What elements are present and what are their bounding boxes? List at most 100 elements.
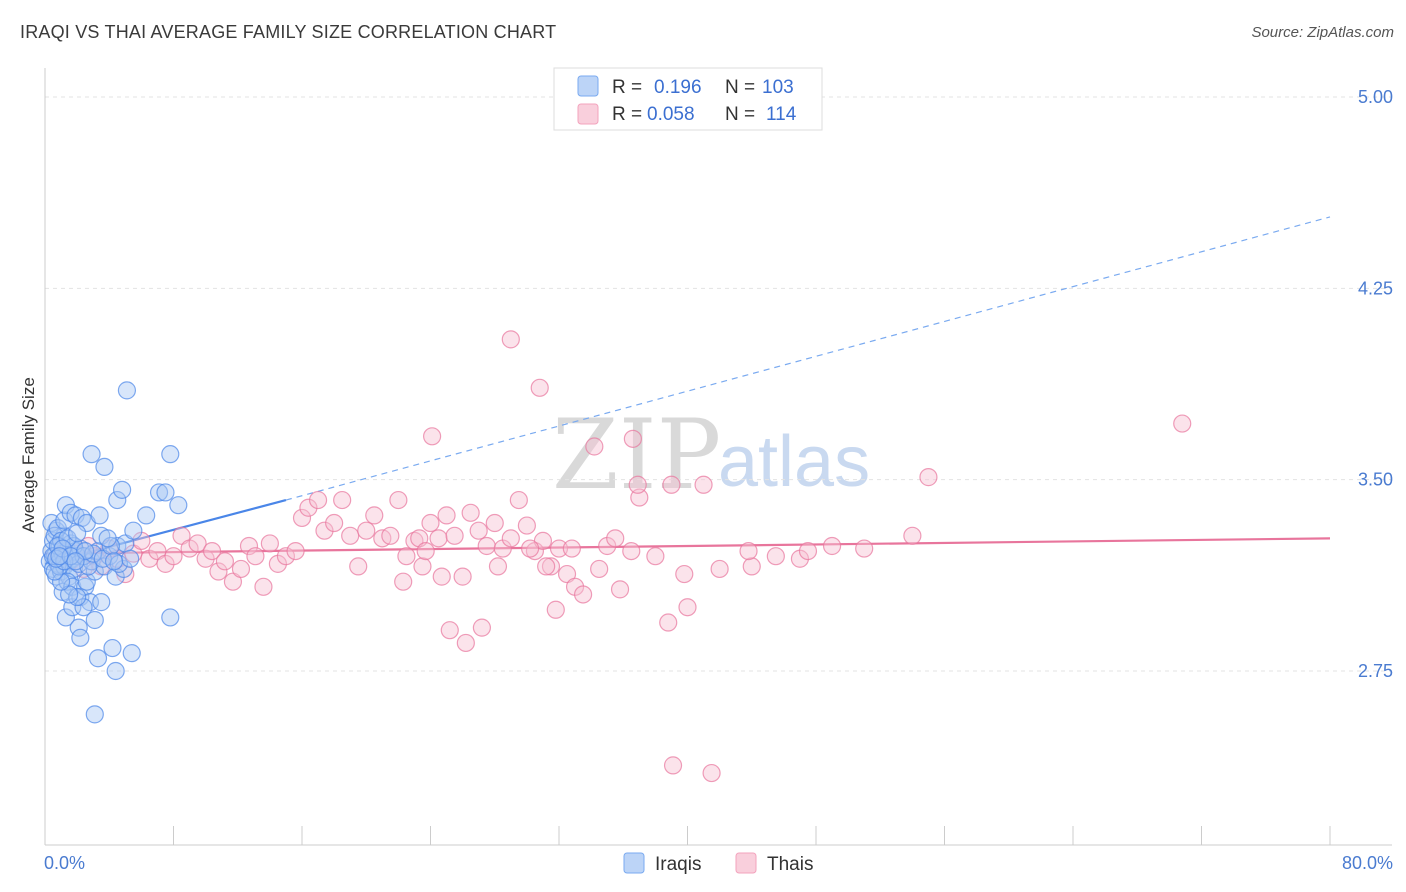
thais-point [798,541,818,561]
thais-point [389,490,408,510]
thais-point [394,572,413,591]
thais-point [286,541,305,561]
thais-point [260,534,279,553]
thais-point [325,513,344,533]
legend-n-label-2: N = [725,104,755,125]
thais-point [333,490,352,510]
iraqis-point [71,628,90,647]
iraqis-point [98,529,117,548]
thais-point [421,513,440,533]
iraqis-point [104,552,124,571]
legend-n-label-1: N = [725,77,755,98]
iraqis-point [47,549,66,568]
thais-point [623,429,642,448]
iraqis-point [88,649,108,668]
thais-point [477,536,496,556]
thais-point [610,580,630,599]
legend-swatch-iraqis [577,75,599,97]
iraqis-point [85,705,104,724]
iraqis-point [68,524,87,543]
iraqis-point [137,506,156,525]
legend-box [553,67,823,131]
iraqis-point [121,549,140,568]
watermark-zip: ZIP [552,399,721,511]
thais-point [164,547,183,566]
thais-point [397,547,416,566]
legend-top: R = 0.196 N = 103 R = 0.058 N = 114 [553,67,823,131]
thais-point [622,541,641,561]
thais-point [549,539,569,558]
thais-point [694,475,713,494]
iraqis-point [149,483,169,502]
thais-point [308,490,328,510]
legend-r-value-1: 0.196 [654,77,702,98]
source-label: Source: ZipAtlas.com [1251,24,1394,41]
iraqis-point [61,503,80,522]
legend-r-label-1: R = [612,77,642,98]
legend-r-label-2: R = [612,104,642,125]
thais-point [239,536,259,556]
thais-point [423,427,442,446]
thais-point [646,547,665,566]
thais-point [357,521,376,540]
iraqis-point [50,547,69,566]
thais-point [445,526,464,545]
thais-point [678,598,697,617]
iraqis-points [40,381,188,724]
thais-point [381,526,400,545]
thais-point [413,557,432,576]
thais-point [440,621,459,640]
iraqis-point [56,608,75,627]
iraqis-point [95,457,114,477]
thais-point [903,526,922,545]
iraqis-point [109,554,128,573]
iraqis-point [66,552,85,571]
iraqis-trend-extension [285,216,1331,501]
trend-lines [44,216,1331,565]
thais-point [488,557,508,576]
iraqis-point [103,638,122,658]
thais-point [663,756,683,775]
legend-bottom: Iraqis Thais [623,852,813,875]
thais-point [546,600,565,619]
iraqis-point [156,483,175,502]
thais-point [590,559,609,579]
thais-point [453,567,472,586]
iraqis-point [51,572,71,591]
bottom-legend-thais: Thais [767,854,813,875]
iraqis-point [95,557,114,576]
thais-point [766,547,785,566]
grid [45,96,1392,672]
thais-point [541,557,561,576]
thais-trend-line [44,537,1331,555]
iraqis-point [169,496,188,515]
y-tick-label: 2.75 [1358,661,1393,681]
thais-point [501,529,520,548]
iraqis-point [74,598,93,617]
legend-n-value-2: 114 [766,104,797,125]
thais-point [456,633,475,653]
thais-point [469,521,488,540]
y-tick-label: 4.25 [1358,278,1393,298]
thais-point [315,521,334,540]
thais-point [662,475,681,494]
iraqis-point [122,644,141,663]
thais-point [437,506,456,525]
thais-point [573,585,593,604]
legend-r-value-2: 0.058 [647,104,695,125]
thais-point [675,564,694,584]
thais-point [231,559,251,579]
thais-point [349,557,368,576]
iraqis-point [161,445,180,464]
iraqis-point [112,480,132,499]
thais-point [276,547,296,566]
iraqis-point [92,593,111,612]
thais-point [501,330,520,349]
thais-point [254,577,273,596]
axes: 2.75 3.50 4.25 5.00 [44,68,1393,846]
thais-point [739,541,758,561]
bottom-legend-swatch-iraqis [623,852,645,874]
y-axis-label: Average Family Size [19,377,38,533]
thais-point [606,529,625,548]
